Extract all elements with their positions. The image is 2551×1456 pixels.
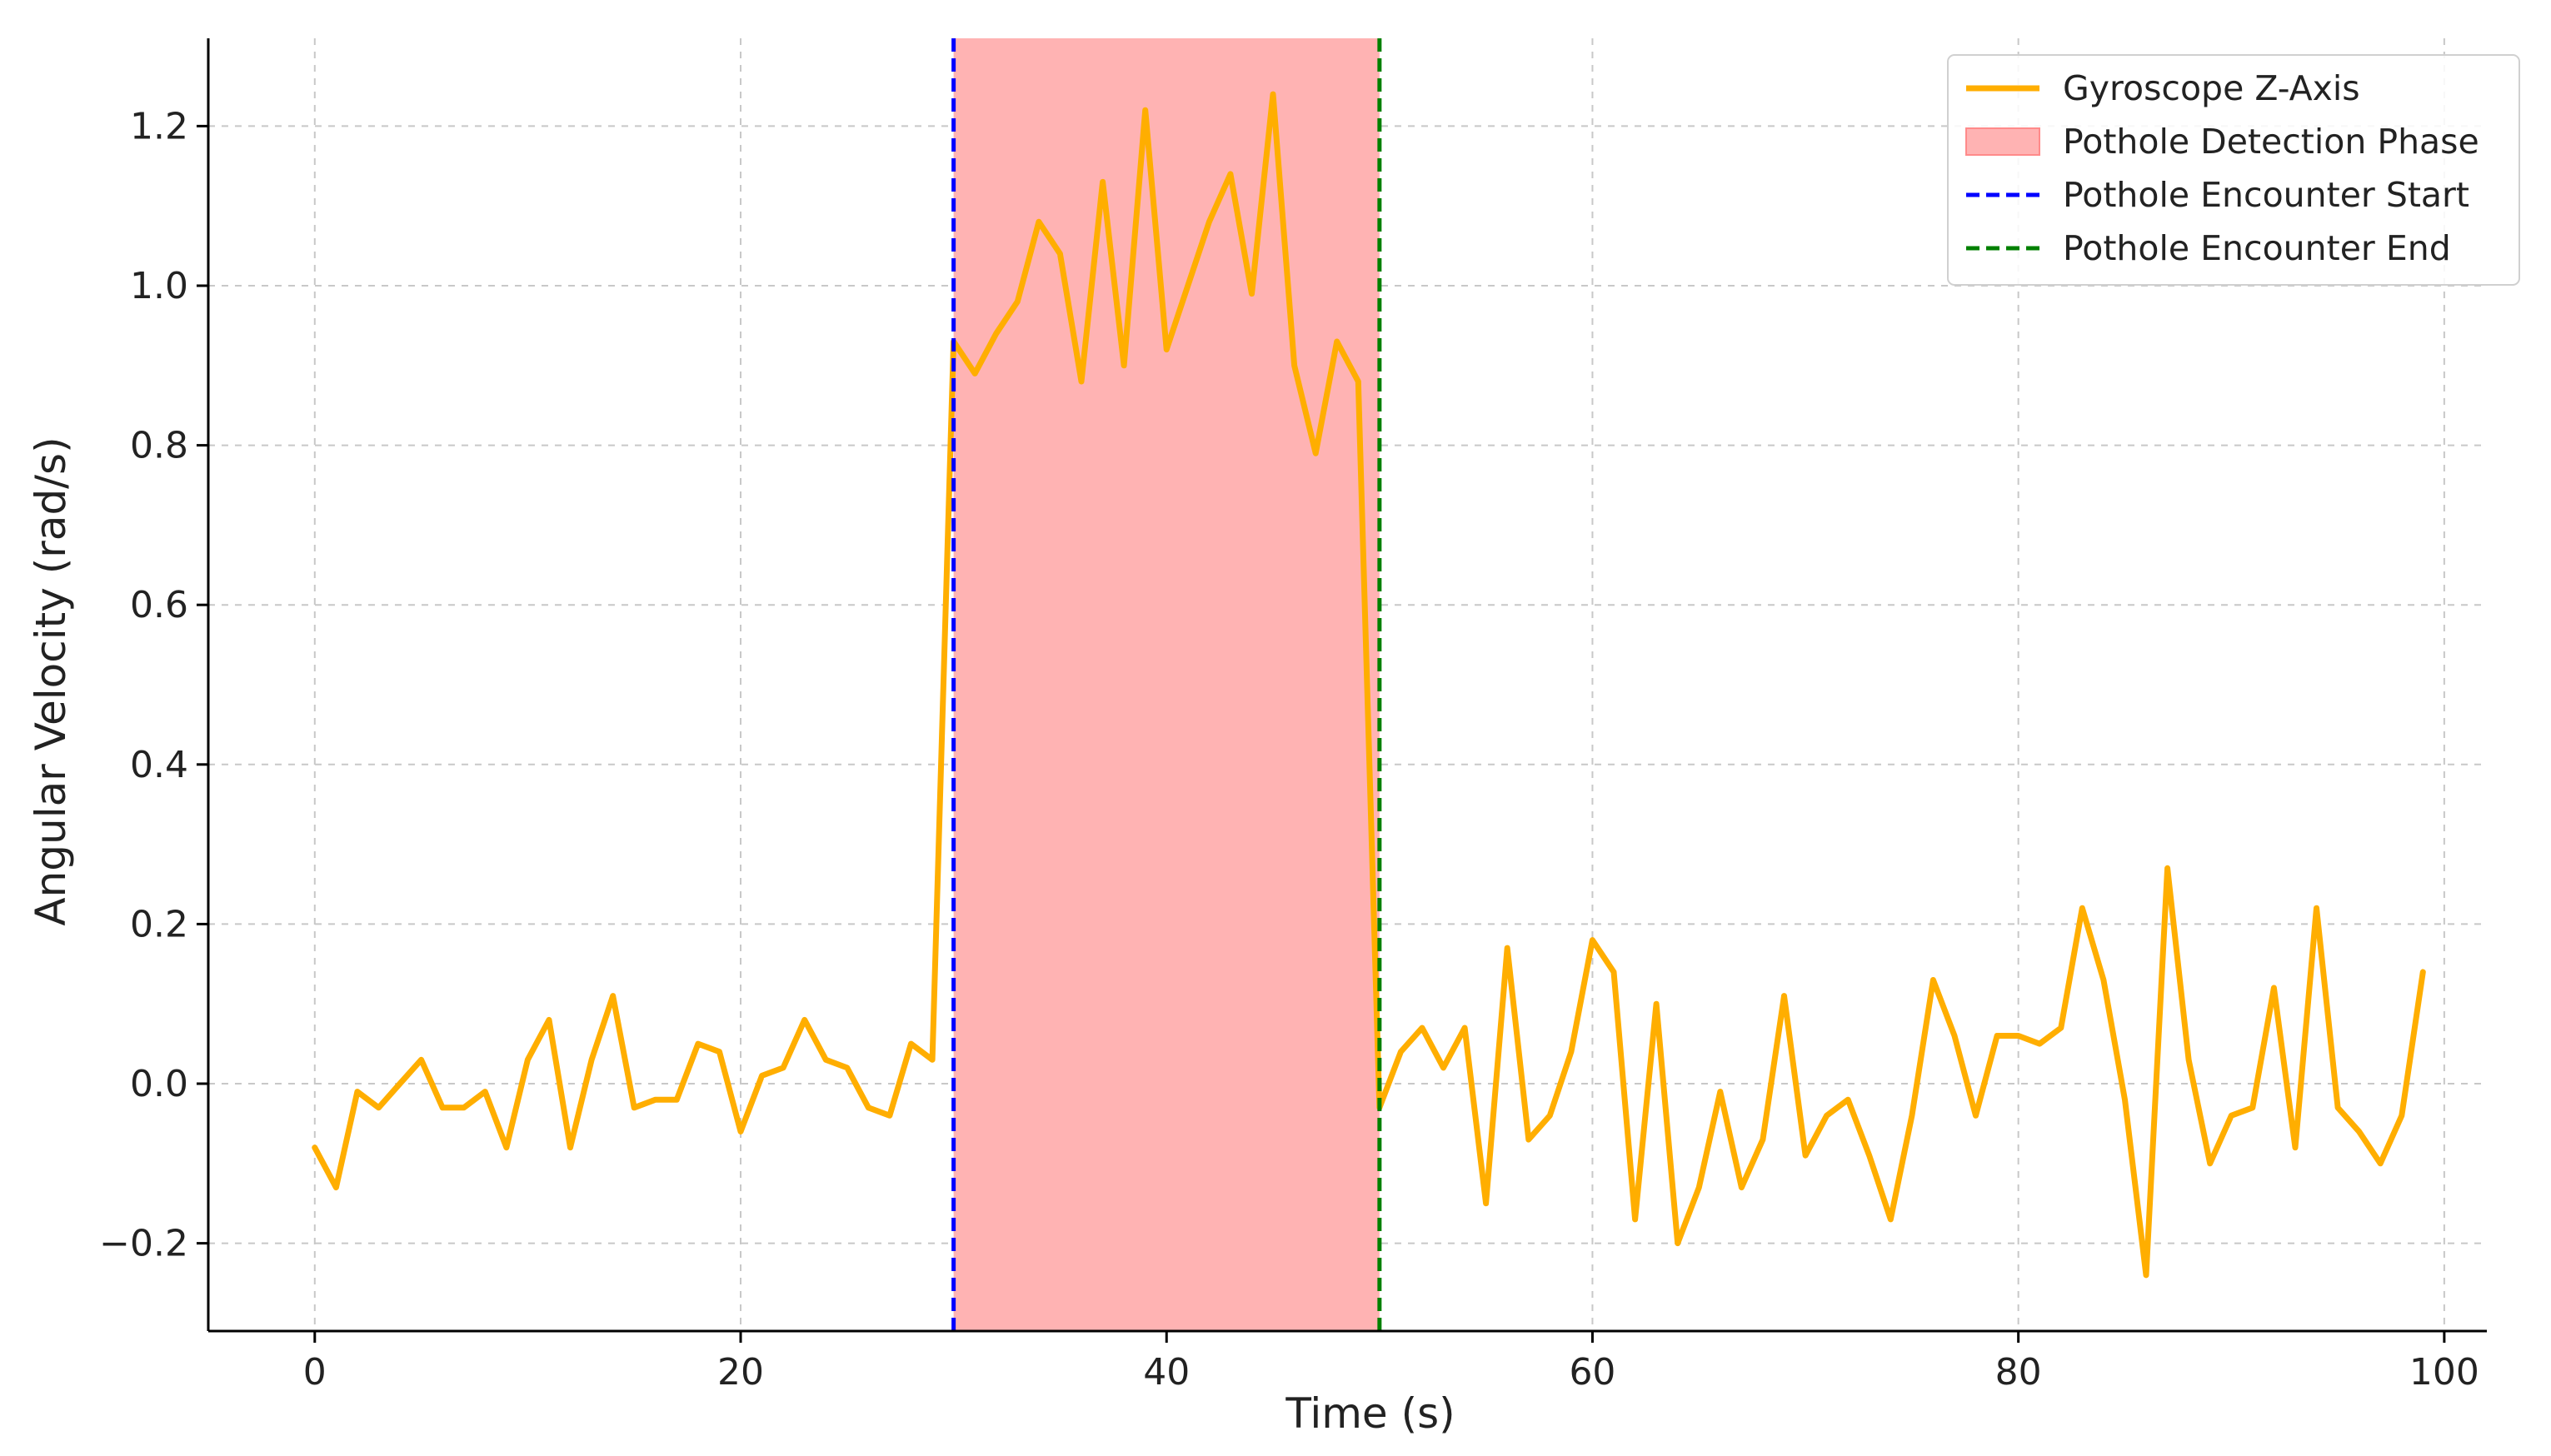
y-axis-label: Angular Velocity (rad/s) [27, 436, 75, 925]
legend-label-3: Pothole Encounter End [2063, 228, 2451, 268]
y-tick-label-1: 0.0 [130, 1063, 188, 1105]
shaded-region-layer [953, 38, 1380, 1331]
y-tick-label-5: 0.8 [130, 425, 188, 467]
y-tick-label-4: 0.6 [130, 584, 188, 626]
y-tick-label-6: 1.0 [130, 265, 188, 307]
x-tick-label-5: 100 [2409, 1351, 2479, 1394]
legend-box [1947, 54, 2520, 286]
legend-label-2: Pothole Encounter Start [2063, 175, 2469, 215]
series-layer [312, 91, 2426, 1279]
x-tick-label-2: 40 [1143, 1351, 1190, 1394]
y-tick-label-0: −0.2 [99, 1223, 188, 1265]
x-tick-label-1: 20 [717, 1351, 764, 1394]
legend-label-0: Gyroscope Z-Axis [2063, 68, 2360, 108]
x-tick-label-3: 60 [1569, 1351, 1615, 1394]
shaded-region [953, 38, 1380, 1331]
legend-swatch-1 [1965, 127, 2040, 156]
ticks: 0 20 40 60 80 100 −0.2 0.0 0.2 0.4 0.6 0.8 1.0 1.2 [99, 105, 2479, 1394]
x-axis-label: Time (s) [1285, 1389, 1455, 1438]
y-tick-label-3: 0.4 [130, 744, 188, 786]
legend-label-1: Pothole Detection Phase [2063, 122, 2479, 162]
series-line-0 [312, 91, 2426, 1279]
y-tick-label-7: 1.2 [130, 105, 188, 147]
legend[interactable]: Gyroscope Z-Axis Pothole Detection Phase P… [1947, 54, 2520, 286]
axes [207, 38, 2487, 1333]
y-tick-label-2: 0.2 [130, 903, 188, 945]
vline-layer [951, 38, 1382, 1331]
x-tick-label-4: 80 [1995, 1351, 2042, 1394]
x-tick-label-0: 0 [303, 1351, 327, 1394]
